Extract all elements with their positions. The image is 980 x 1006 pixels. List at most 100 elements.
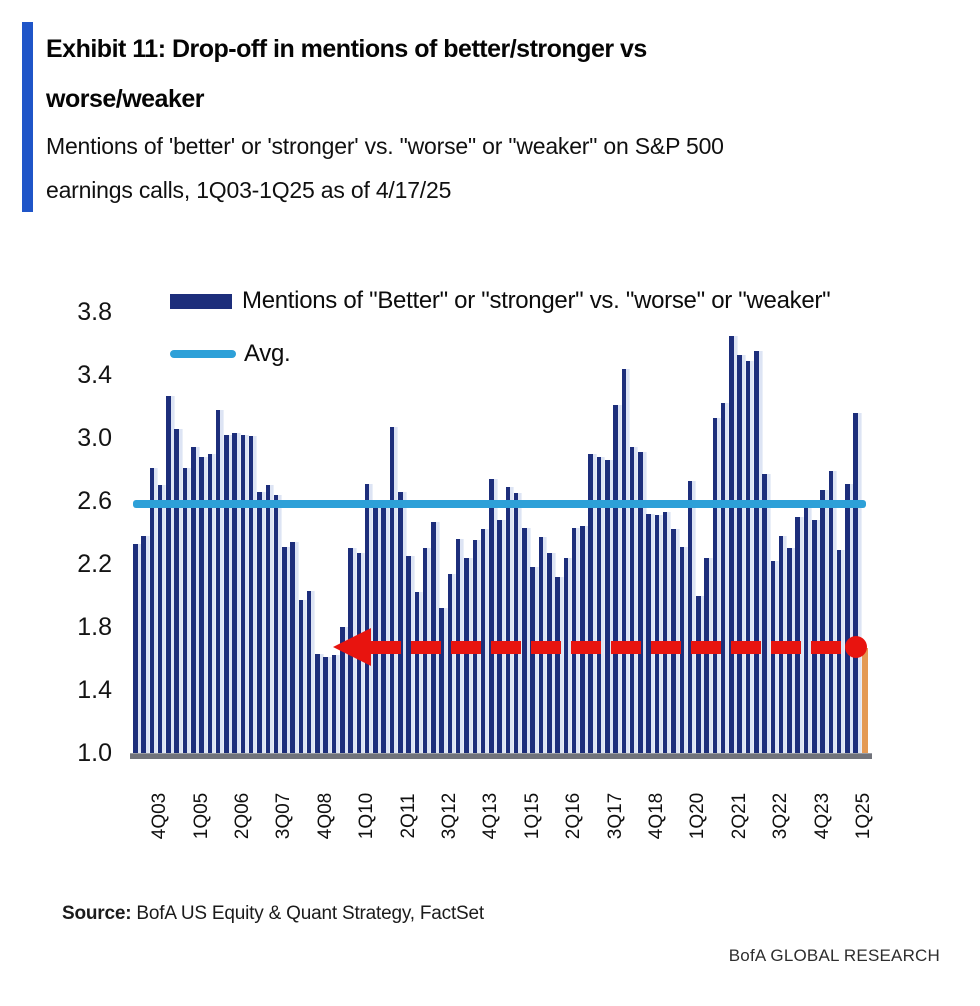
bar-1Q13 [464,557,469,753]
arrow-dashed-line [371,640,848,654]
title-accent-bar [22,22,33,212]
x-axis-label-3Q17: 3Q17 [604,792,626,840]
arrow-head-icon [333,628,371,667]
bar-4Q03 [157,485,163,754]
bar-1Q25 [861,647,868,753]
x-axis-label-1Q20: 1Q20 [687,792,709,840]
bar-3Q24 [845,483,850,753]
bar-2Q03 [141,535,146,753]
bar-4Q04 [191,447,196,753]
bar-3Q12 [447,573,453,754]
y-axis-label-1.8: 1.8 [77,613,112,641]
exhibit-title: Exhibit 11: Drop-off in mentions of bett… [46,24,846,124]
x-axis-label-2Q21: 2Q21 [728,792,750,840]
bar-4Q14 [522,527,527,753]
legend-mentions-label: Mentions of "Better" or "stronger" vs. "… [242,287,831,314]
bar-1Q04 [166,395,171,753]
bar-1Q05 [199,456,204,753]
bar-3Q05 [215,409,221,753]
arrow-end-dot-icon [845,636,867,659]
bar-4Q13 [489,478,494,753]
exhibit-subtitle-line2: earnings calls, 1Q03-1Q25 as of 4/17/25 [46,177,452,203]
bar-4Q05 [224,434,229,753]
bar-4Q15 [555,576,560,753]
bar-2Q20 [704,557,709,753]
bar-4Q17 [621,368,627,753]
bar-3Q23 [812,519,817,753]
bar-1Q14 [497,519,502,753]
x-axis-label-3Q07: 3Q07 [273,792,295,840]
bar-4Q12 [455,538,461,753]
bar-4Q06 [257,491,262,753]
bar-3Q08 [315,653,320,753]
bar-3Q14 [513,493,519,753]
bar-4Q24 [853,412,858,753]
source-label: Source: [62,903,132,924]
bar-2Q07 [273,494,279,753]
bar-3Q19 [679,546,685,753]
bar-3Q22 [778,535,784,753]
bar-3Q09 [348,548,353,753]
bar-3Q07 [282,546,287,753]
exhibit-title-line2: worse/weaker [46,85,205,113]
x-axis-label-3Q22: 3Q22 [770,792,792,840]
legend-avg-label: Avg. [244,340,291,367]
bar-2Q12 [439,608,444,753]
bar-1Q23 [795,516,800,754]
bar-1Q08 [298,600,304,753]
source-text: BofA US Equity & Quant Strategy, FactSet [131,903,484,924]
bar-3Q06 [248,436,254,753]
x-axis-label-2Q06: 2Q06 [231,792,253,840]
bar-2Q24 [836,549,842,753]
bar-3Q21 [745,360,751,753]
x-axis-label-1Q15: 1Q15 [521,792,543,840]
bar-1Q03 [133,543,138,753]
bar-1Q21 [729,335,734,753]
bar-4Q07 [290,542,295,753]
bar-3Q18 [646,513,651,753]
bar-4Q23 [820,490,825,753]
x-axis-label-2Q11: 2Q11 [397,793,419,839]
bar-1Q09 [331,655,337,754]
x-axis-baseline [130,753,872,759]
bar-1Q12 [431,521,436,753]
bar-3Q11 [414,592,420,754]
bar-2Q19 [671,529,676,753]
bar-4Q09 [356,553,362,753]
bar-1Q16 [563,557,569,753]
bar-3Q16 [580,526,585,753]
y-axis-label-3.8: 3.8 [77,298,112,326]
bar-4Q22 [787,548,792,753]
bar-3Q20 [712,417,718,753]
bar-1Q06 [232,433,237,753]
x-axis-label-4Q13: 4Q13 [480,792,502,840]
bar-2Q18 [638,452,643,753]
bar-1Q15 [530,567,535,753]
average-line [133,500,866,509]
x-axis-label-4Q03: 4Q03 [149,792,171,840]
bar-3Q17 [613,404,618,753]
legend-entry-mentions: Mentions of "Better" or "stronger" vs. "… [170,286,831,316]
bar-4Q10 [389,427,395,753]
bar-2Q09 [340,627,345,753]
bar-2Q23 [803,505,809,753]
exhibit-subtitle-line1: Mentions of 'better' or 'stronger' vs. "… [46,133,724,159]
bar-1Q11 [398,491,403,753]
bar-3Q15 [547,553,552,753]
y-axis-label-3.4: 3.4 [77,361,112,389]
legend-bar-swatch-icon [170,293,232,309]
x-axis-label-4Q23: 4Q23 [811,792,833,840]
bar-1Q17 [596,456,602,753]
bar-3Q03 [149,467,155,753]
bar-1Q22 [762,474,767,753]
legend-avg-line-icon [170,350,236,358]
bar-4Q19 [687,480,693,753]
x-axis-label-1Q25: 1Q25 [852,792,874,840]
bar-4Q21 [754,351,759,753]
x-axis-label-3Q12: 3Q12 [438,792,460,840]
bar-2Q17 [605,460,610,753]
bar-2Q11 [406,556,411,753]
bar-2Q05 [207,453,213,754]
y-axis-label-1.0: 1.0 [77,739,112,767]
